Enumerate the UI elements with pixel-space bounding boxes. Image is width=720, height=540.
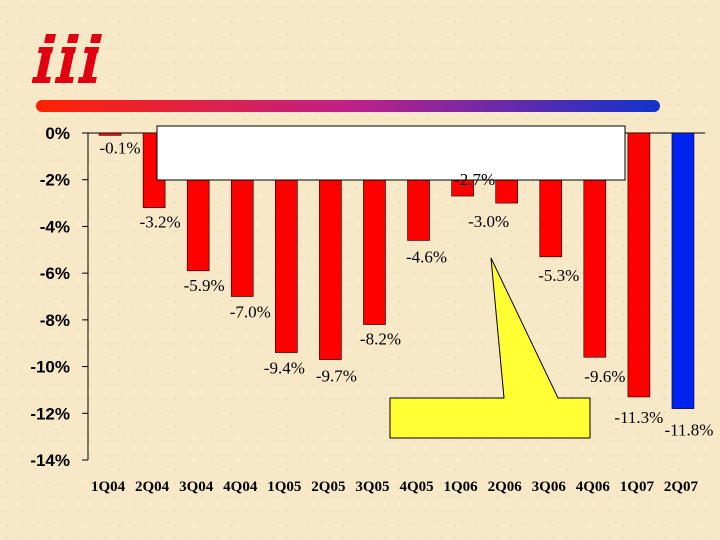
overlay-box (156, 125, 626, 181)
iii-logo (31, 34, 102, 83)
y-tick-label: -4% (40, 217, 70, 236)
y-tick-label: -2% (40, 171, 70, 190)
x-tick-label: 1Q05 (267, 479, 301, 495)
y-tick-label: -10% (30, 358, 70, 377)
x-tick-label: 3Q06 (532, 479, 567, 495)
data-label: -2.7% (454, 170, 495, 189)
x-tick-label: 4Q06 (576, 479, 611, 495)
x-tick-label: 4Q05 (399, 479, 433, 495)
data-label: -7.0% (230, 303, 271, 322)
data-label: -3.2% (140, 213, 181, 232)
data-label: -3.0% (468, 212, 509, 231)
data-label: -4.6% (406, 247, 447, 266)
data-label: -5.3% (538, 266, 579, 285)
header-line (36, 100, 660, 112)
bar-1Q07 (627, 132, 651, 398)
data-label: -8.2% (360, 330, 401, 349)
x-tick-label: 2Q05 (311, 479, 345, 495)
x-tick-label: 4Q04 (223, 479, 258, 495)
data-label: -11.8% (664, 421, 713, 440)
x-tick-labels: 1Q04 2Q04 3Q04 4Q04 1Q05 2Q05 3Q05 4Q05 1Q06 2Q06… (91, 479, 699, 495)
x-tick-label: 1Q07 (620, 479, 655, 495)
x-tick-label: 1Q06 (444, 479, 479, 495)
data-labels: -0.1% -3.2% -5.9% -7.0% -9.4% -9.7%-8.2% -4.6%… (99, 138, 713, 439)
x-tick-label: 3Q04 (179, 479, 214, 495)
y-tick-label: 0% (45, 124, 70, 143)
y-tick-label: -8% (40, 311, 70, 330)
data-label: -0.1% (99, 138, 140, 157)
x-tick-label: 2Q04 (135, 479, 170, 495)
callout-box (389, 257, 591, 439)
x-tick-label: 1Q04 (91, 479, 126, 495)
data-label: -9.4% (264, 359, 305, 378)
data-label: -11.3% (614, 408, 663, 427)
x-tick-label: 2Q07 (664, 479, 699, 495)
bar-1Q04 (98, 132, 122, 136)
data-label: -5.9% (184, 276, 225, 295)
y-tick-label: -12% (30, 404, 70, 423)
x-tick-label: 3Q05 (355, 479, 389, 495)
bar-2Q07 (671, 132, 695, 409)
data-label: -9.7% (316, 367, 357, 386)
y-tick-label: -14% (30, 451, 70, 470)
data-label: -9.6% (584, 367, 625, 386)
y-tick-label: -6% (40, 264, 70, 283)
y-ticks: 0% -2% -4% -6% -8% -10% -12% -14% (30, 124, 88, 470)
x-tick-label: 2Q06 (488, 479, 523, 495)
